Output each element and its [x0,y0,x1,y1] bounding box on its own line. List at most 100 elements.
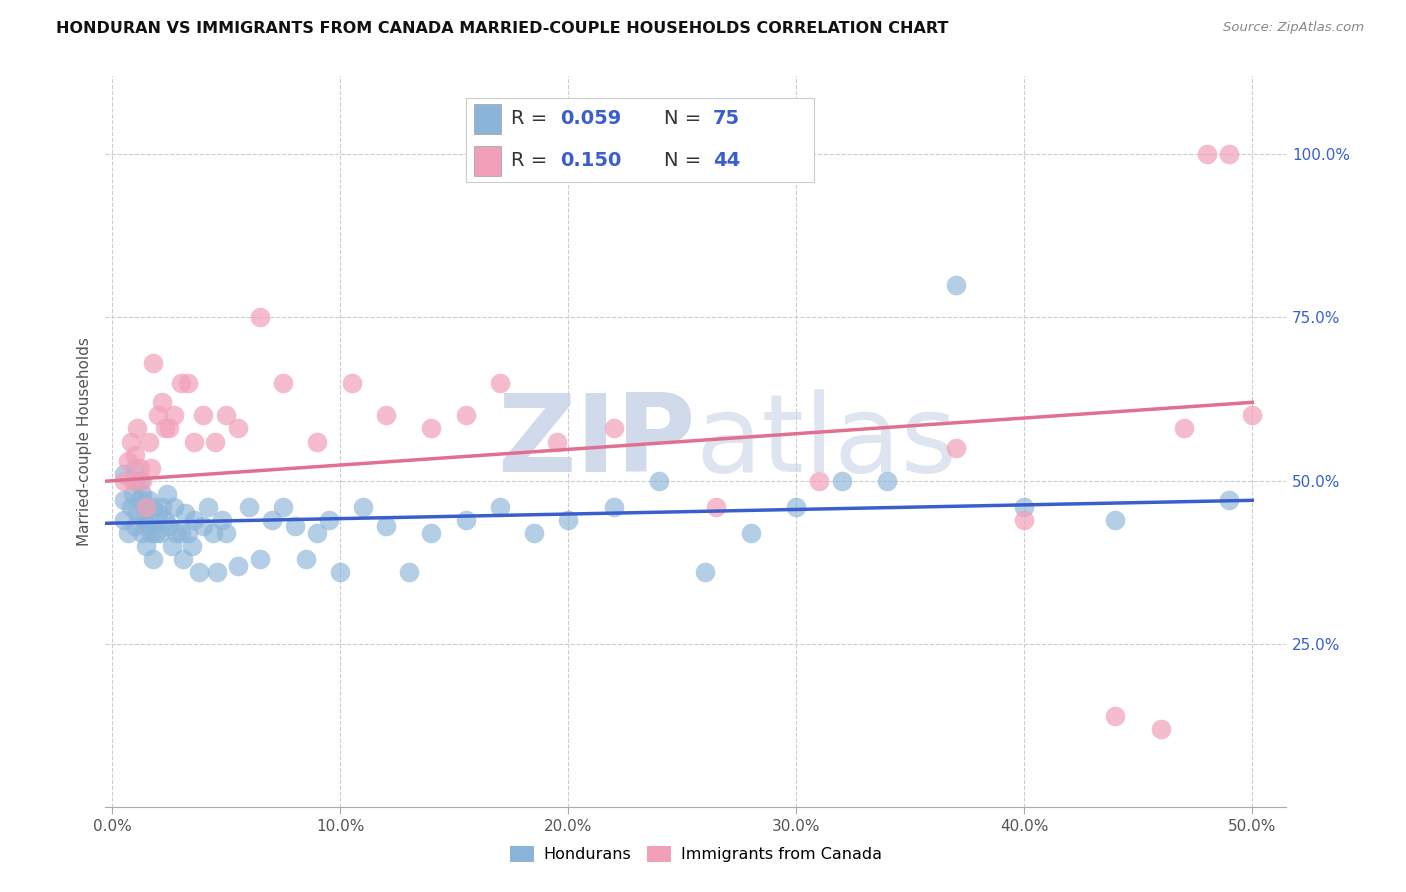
Point [271,376,294,390]
Point [546,434,568,449]
Point [163,500,186,514]
Point [128,493,150,508]
Point [181,539,204,553]
Point [557,513,579,527]
Point [127,421,149,435]
Point [138,513,160,527]
Point [172,552,194,566]
Point [1195,147,1218,161]
Point [152,500,174,514]
Point [124,519,146,533]
Point [134,513,156,527]
Point [193,519,215,533]
Point [249,310,271,325]
Point [1104,513,1126,527]
Point [121,474,143,488]
Point [945,277,967,292]
Point [1104,708,1126,723]
Point [112,493,135,508]
Point [215,526,238,541]
Point [295,552,318,566]
Point [398,565,420,579]
Point [138,434,160,449]
Point [131,474,153,488]
Point [523,526,546,541]
Point [156,487,179,501]
Point [193,409,215,423]
Point [271,500,294,514]
Point [135,539,157,553]
Point [131,487,153,501]
Point [142,500,165,514]
Point [284,519,307,533]
Point [120,500,142,514]
Point [1173,421,1195,435]
Point [318,513,340,527]
Point [706,500,728,514]
Point [1241,409,1264,423]
Point [831,474,853,488]
Point [1014,513,1036,527]
Point [945,441,967,455]
Point [454,409,477,423]
Point [112,474,135,488]
Point [329,565,352,579]
Point [808,474,831,488]
Point [307,526,329,541]
Point [204,434,226,449]
Point [420,526,443,541]
Text: atlas: atlas [696,389,957,494]
Point [135,500,157,514]
Point [876,474,898,488]
Point [307,434,329,449]
Point [226,558,249,573]
Point [120,434,142,449]
Point [146,507,169,521]
Point [124,474,146,488]
Text: Source: ZipAtlas.com: Source: ZipAtlas.com [1223,21,1364,34]
Point [112,513,135,527]
Point [135,519,157,533]
Point [121,487,143,501]
Point [238,500,260,514]
Point [340,376,363,390]
Point [142,552,165,566]
Point [149,526,172,541]
Point [374,409,396,423]
Point [139,526,162,541]
Point [152,395,174,409]
Point [211,513,233,527]
Point [127,507,149,521]
Point [420,421,443,435]
Point [142,356,165,370]
Point [1150,722,1173,736]
Point [139,460,162,475]
Point [176,526,198,541]
Point [174,507,197,521]
Point [153,513,176,527]
Point [489,376,512,390]
Point [197,500,219,514]
Point [489,500,512,514]
Point [131,526,153,541]
Point [1014,500,1036,514]
Point [163,409,186,423]
Point [454,513,477,527]
Point [352,500,374,514]
Point [187,565,209,579]
Point [740,526,762,541]
Point [117,454,139,468]
Point [112,467,135,482]
Text: ZIP: ZIP [498,389,696,494]
Point [183,434,205,449]
Point [128,460,150,475]
Point [374,519,396,533]
Legend: Hondurans, Immigrants from Canada: Hondurans, Immigrants from Canada [503,839,889,869]
Point [165,526,187,541]
Point [157,519,180,533]
Point [785,500,807,514]
Point [226,421,249,435]
Point [117,526,139,541]
Point [215,409,238,423]
Point [138,493,160,508]
